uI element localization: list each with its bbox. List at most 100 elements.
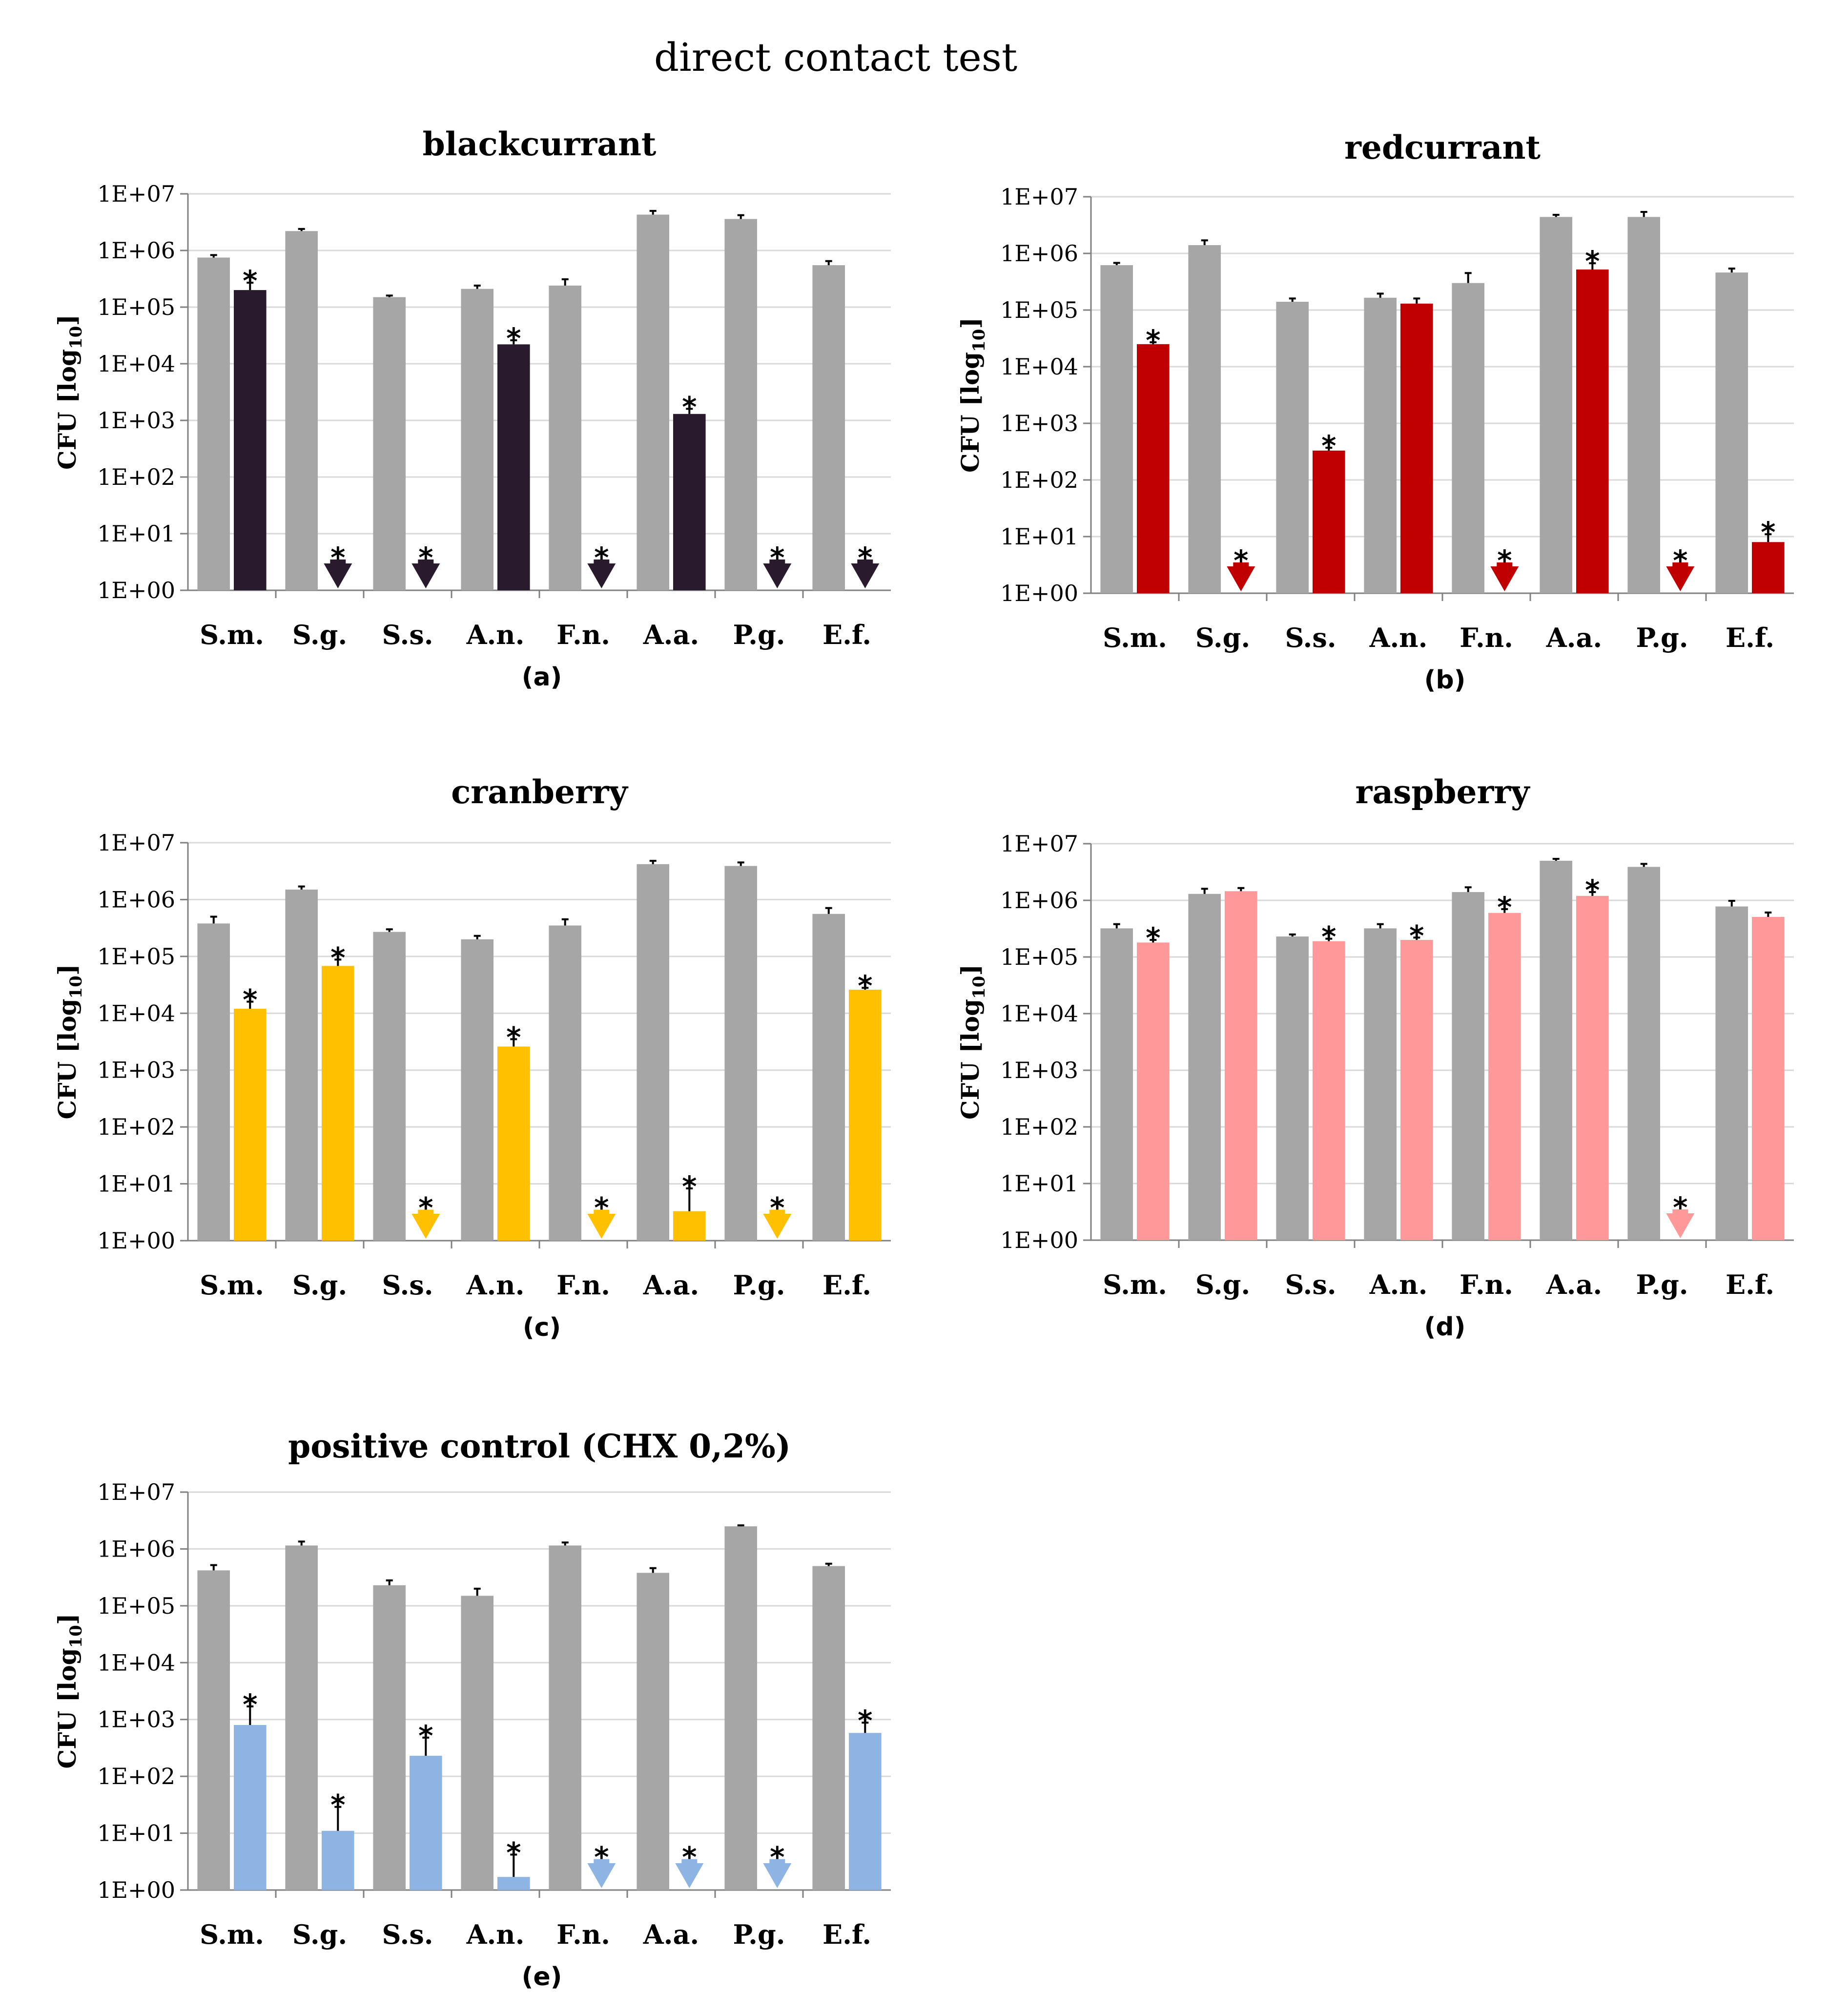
bar-control [1364, 297, 1397, 593]
bar-control [1276, 936, 1309, 1240]
x-category-label: S.g. [292, 1269, 347, 1301]
bar-control [197, 923, 230, 1241]
x-category-label: P.g. [733, 1919, 785, 1950]
significance-asterisk: * [418, 541, 433, 574]
y-tick-label: 1E+05 [97, 294, 175, 320]
bar-control [637, 214, 669, 590]
significance-asterisk: * [243, 1688, 257, 1721]
y-tick-label: 1E+06 [97, 1536, 175, 1562]
significance-asterisk: * [594, 1191, 609, 1225]
panel-label: (a) [522, 663, 562, 692]
below-detection-arrow [851, 559, 880, 588]
bar-treatment [1313, 450, 1345, 593]
y-axis-label-end: ] [53, 314, 82, 326]
y-tick-label: 1E+04 [97, 1000, 175, 1026]
x-category-label: F.n. [1460, 1269, 1513, 1300]
bar-treatment [322, 966, 354, 1241]
y-tick-label: 1E+06 [97, 237, 175, 264]
bar-treatment [1576, 269, 1609, 593]
chart-title: blackcurrant [423, 125, 657, 163]
chart-title: cranberry [451, 773, 628, 811]
significance-asterisk: * [858, 969, 872, 1002]
y-tick-label: 1E+02 [1000, 467, 1078, 493]
bar-control [1364, 928, 1397, 1240]
y-axis-label-end: ] [53, 1613, 82, 1625]
chart-title: redcurrant [1344, 128, 1541, 166]
bar-control [812, 914, 845, 1241]
significance-asterisk: * [858, 541, 872, 574]
x-category-label: S.g. [1195, 622, 1250, 653]
significance-asterisk: * [418, 1719, 433, 1752]
bar-control [1540, 860, 1572, 1240]
bar-control [724, 1526, 757, 1890]
bar-control [549, 925, 581, 1241]
x-category-label: S.g. [292, 619, 347, 650]
y-tick-label: 1E+05 [1000, 944, 1078, 970]
x-category-label: E.f. [822, 1919, 871, 1950]
y-tick-label: 1E+04 [1000, 353, 1078, 380]
significance-asterisk: * [1321, 429, 1336, 462]
significance-asterisk: * [330, 541, 345, 574]
bar-treatment [673, 414, 706, 590]
below-detection-arrow [411, 1209, 440, 1239]
y-axis-label: CFU [log10] [53, 964, 86, 1119]
bar-treatment [322, 1830, 354, 1890]
y-tick-label: 1E+00 [97, 577, 175, 603]
y-tick-label: 1E+02 [97, 1763, 175, 1789]
y-tick-label: 1E+06 [1000, 240, 1078, 267]
significance-asterisk: * [506, 322, 521, 355]
below-detection-arrow [763, 1209, 792, 1239]
y-tick-label: 1E+07 [97, 181, 175, 207]
bar-control [1188, 894, 1221, 1240]
bar-control [1100, 928, 1133, 1240]
significance-asterisk: * [1585, 873, 1600, 907]
significance-asterisk: * [1585, 245, 1600, 278]
significance-asterisk: * [330, 941, 345, 974]
significance-asterisk: * [682, 390, 697, 423]
x-category-label: A.a. [1546, 622, 1603, 653]
bar-control [197, 257, 230, 590]
bar-treatment [497, 1046, 530, 1241]
y-axis-label: CFU [log10] [53, 314, 86, 470]
significance-asterisk: * [594, 1841, 609, 1874]
y-axis-label-subscript: 10 [969, 976, 989, 999]
bar-treatment [1752, 916, 1785, 1240]
bar-treatment [1225, 891, 1257, 1240]
bar-control [373, 932, 406, 1241]
panel-label: (e) [522, 1962, 562, 1992]
significance-asterisk: * [858, 1704, 872, 1737]
y-axis-label-end: ] [956, 964, 985, 976]
y-tick-label: 1E+00 [97, 1877, 175, 1903]
bar-control [1715, 272, 1748, 593]
y-axis-label-subscript: 10 [66, 326, 86, 349]
bar-treatment [673, 1211, 706, 1241]
x-category-label: S.s. [382, 1919, 433, 1950]
x-category-label: S.m. [200, 619, 264, 650]
x-category-label: F.n. [556, 1269, 610, 1301]
below-detection-arrow [1666, 562, 1695, 591]
bar-control [637, 864, 669, 1241]
y-tick-label: 1E+07 [97, 830, 175, 856]
significance-asterisk: * [330, 1788, 345, 1822]
y-tick-label: 1E+00 [97, 1227, 175, 1254]
bar-treatment [497, 1877, 530, 1890]
significance-asterisk: * [506, 1836, 521, 1869]
significance-asterisk: * [1234, 544, 1248, 577]
bar-control [1715, 906, 1748, 1240]
y-tick-label: 1E+04 [97, 351, 175, 377]
below-detection-arrow [1227, 562, 1255, 591]
x-category-label: F.n. [556, 619, 610, 650]
significance-asterisk: * [1673, 544, 1687, 577]
charts-container: blackcurrant 1E+00 1E+01 1E+02 1E+03 1E+04 1E+… [53, 125, 1794, 1992]
below-detection-arrow [763, 1859, 792, 1888]
bar-control [285, 889, 318, 1241]
bar-treatment [1400, 303, 1433, 593]
y-tick-label: 1E+01 [1000, 1170, 1078, 1197]
bar-treatment [1488, 913, 1521, 1240]
x-category-label: A.n. [466, 1269, 525, 1301]
significance-asterisk: * [1321, 920, 1336, 954]
bar-treatment [1137, 942, 1170, 1240]
bar-control [549, 285, 581, 590]
x-category-label: S.g. [1195, 1269, 1250, 1300]
bar-control [549, 1545, 581, 1890]
